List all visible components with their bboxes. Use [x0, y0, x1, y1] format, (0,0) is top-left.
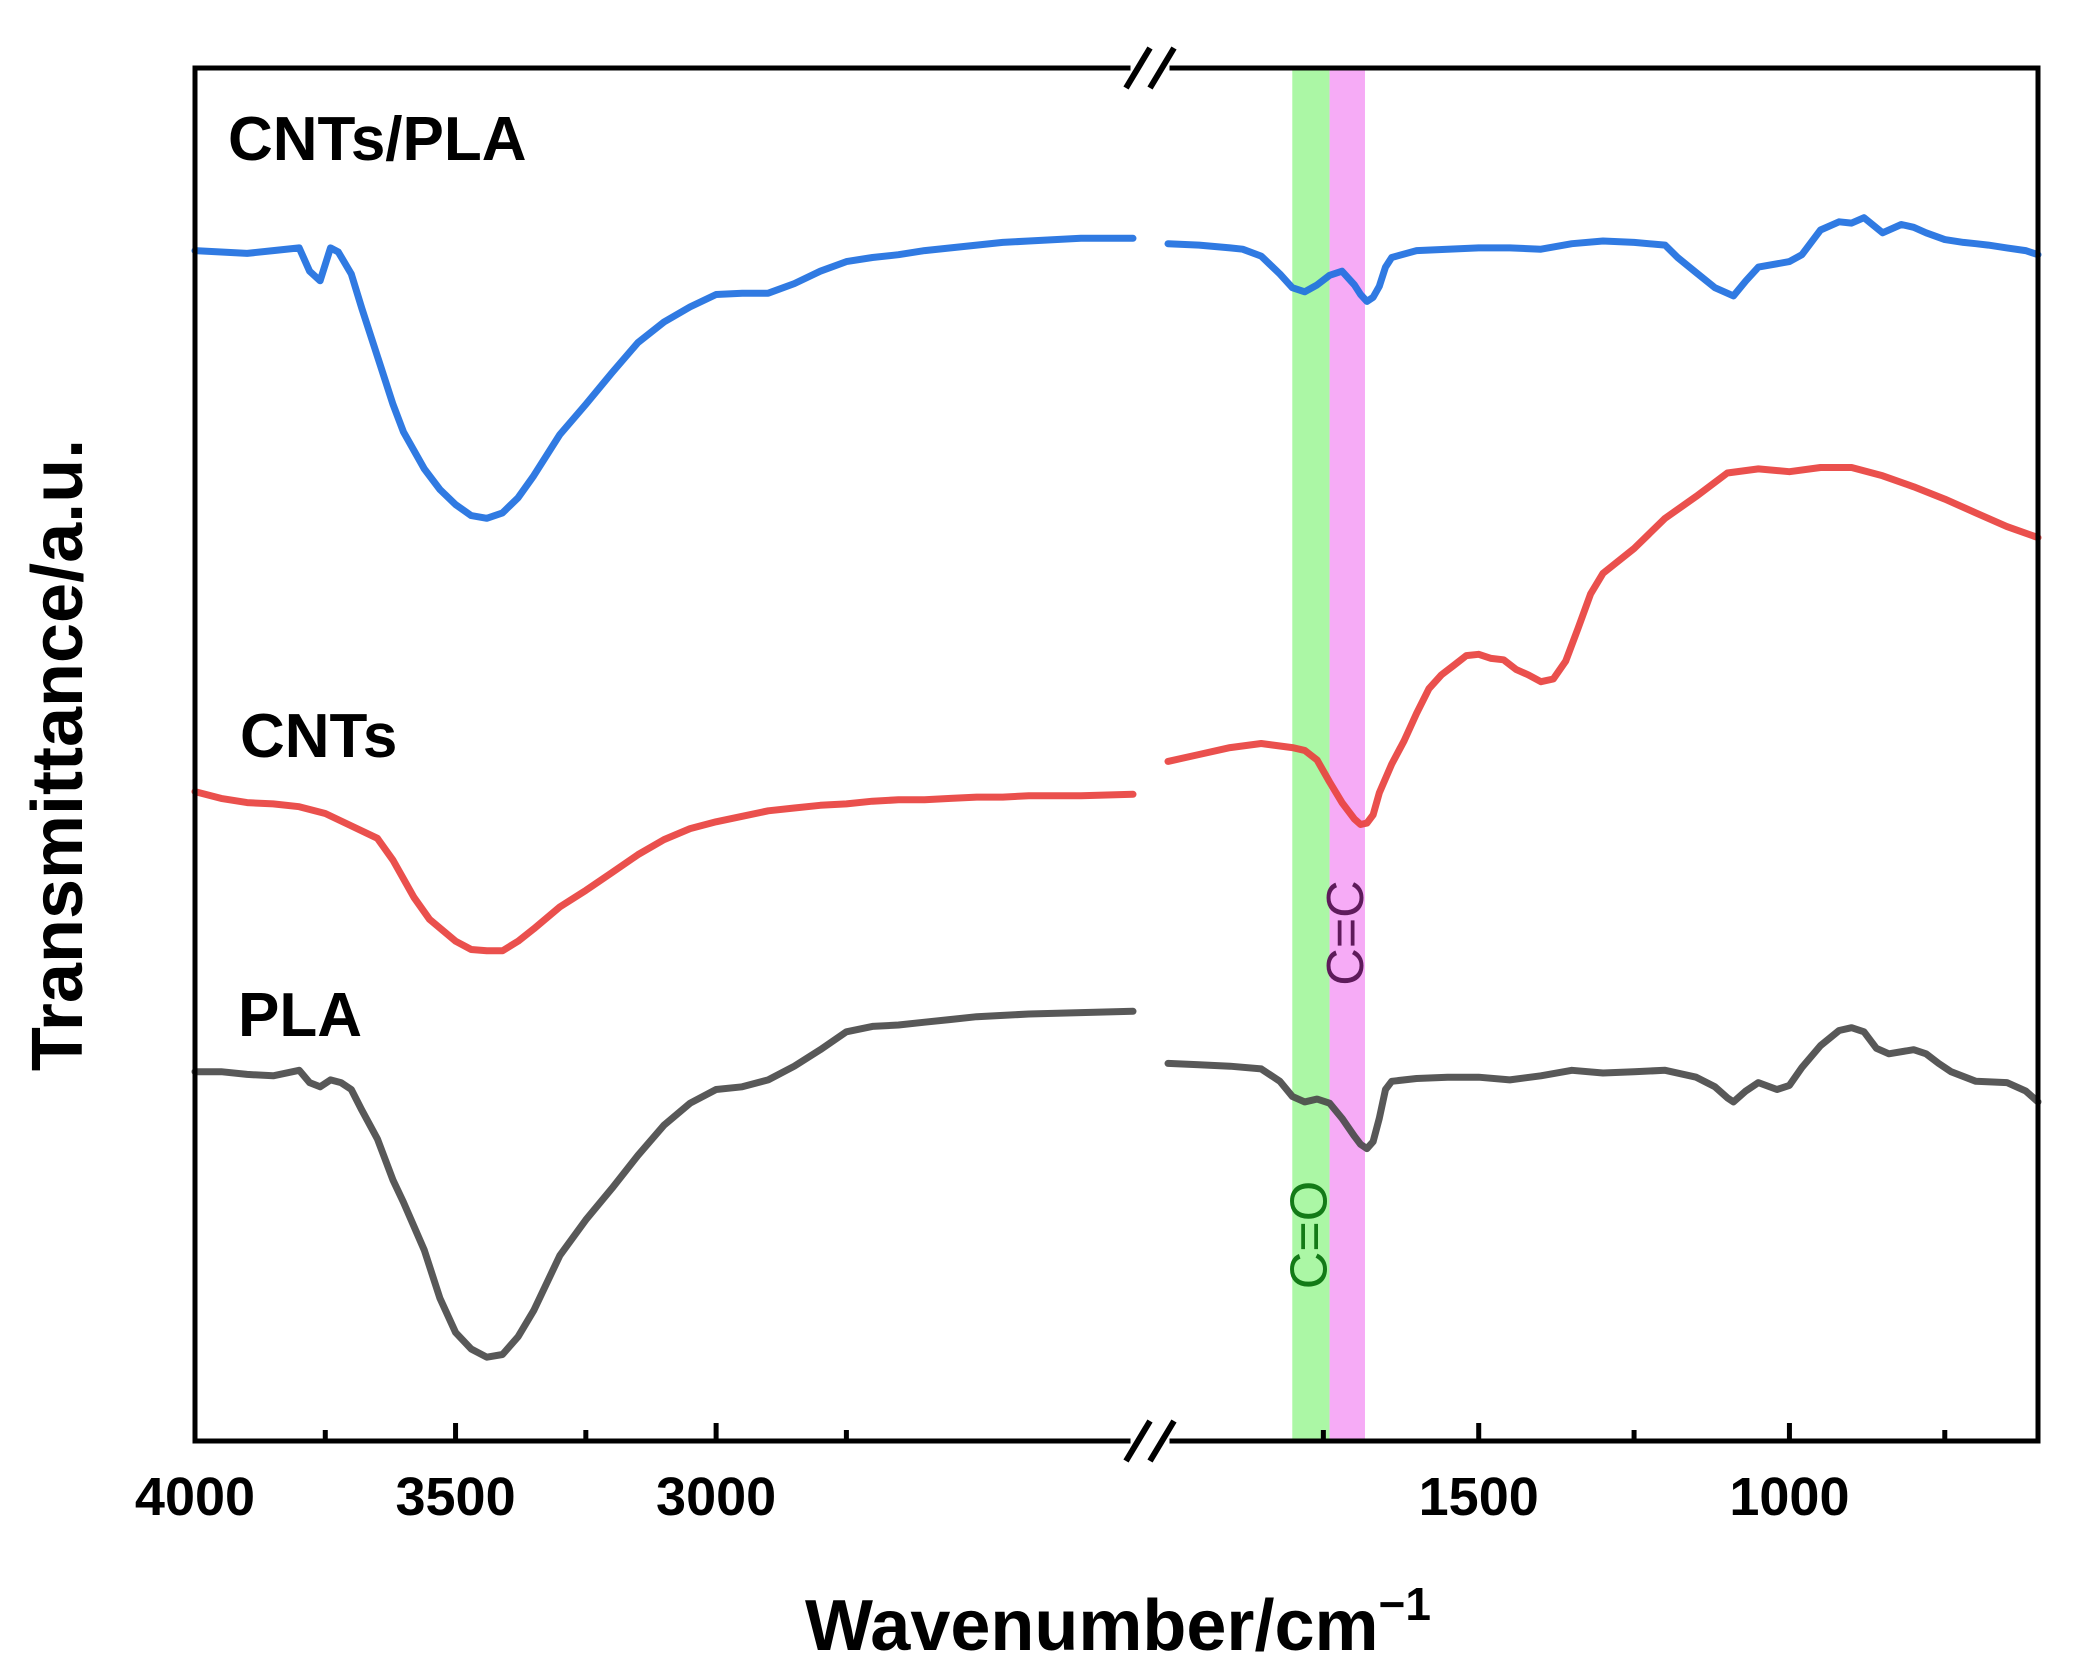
- band-label-c-c: C=C: [1317, 880, 1375, 985]
- axis-break-mark-bottom-2: [1147, 1419, 1177, 1463]
- band-label-c-o: C=O: [1281, 1181, 1339, 1289]
- axis-break-mark-bottom-1: [1123, 1419, 1153, 1463]
- plot-frame: [192, 46, 2041, 1463]
- x-tick-label-3500: 3500: [395, 1467, 515, 1527]
- series-line-cnts-pla-seg1: [191, 234, 1137, 522]
- series-label-pla: PLA: [238, 981, 362, 1050]
- x-axis-ticks: 4000 3500 3000 1500 1000: [135, 1423, 1948, 1527]
- x-tick-label-3000: 3000: [656, 1467, 776, 1527]
- chart-labels: Wavenumber/cm−1 Transmittance/a.u. CNTs/PL…: [18, 105, 1431, 1666]
- series-line-cnts-seg2: [1164, 464, 2042, 828]
- x-tick-label-4000: 4000: [135, 1467, 255, 1527]
- series-label-cnts: CNTs: [240, 702, 397, 771]
- series-label-cnts-pla: CNTs/PLA: [228, 105, 527, 174]
- x-tick-label-1500: 1500: [1419, 1467, 1539, 1527]
- series-line-cnts-seg1: [191, 788, 1137, 955]
- series-line-cnts-pla-seg2: [1164, 214, 2042, 305]
- axis-break-mark-top-2: [1147, 46, 1177, 90]
- y-axis-title: Transmittance/a.u.: [18, 439, 98, 1071]
- series-lines: [191, 214, 2042, 1361]
- x-axis-title: Wavenumber/cm−1: [805, 1578, 1431, 1666]
- x-axis-title-main: Wavenumber/cm: [805, 1586, 1379, 1666]
- series-line-pla-seg1: [191, 1007, 1137, 1361]
- axis-break-mark-top-1: [1123, 46, 1153, 90]
- series-line-pla-seg2: [1164, 1024, 2042, 1153]
- x-axis-title-superscript: −1: [1379, 1578, 1431, 1630]
- x-tick-label-1000: 1000: [1729, 1467, 1849, 1527]
